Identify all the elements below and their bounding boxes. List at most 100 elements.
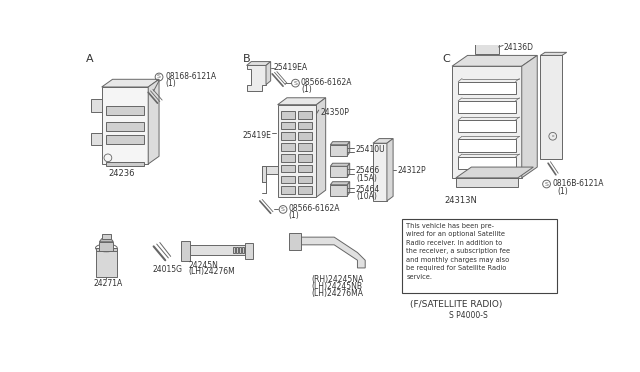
Polygon shape <box>262 166 266 182</box>
Text: 24015G: 24015G <box>152 265 182 274</box>
Polygon shape <box>452 55 537 66</box>
Text: (F/SATELLITE RADIO): (F/SATELLITE RADIO) <box>410 300 502 309</box>
FancyBboxPatch shape <box>298 111 312 119</box>
Polygon shape <box>348 142 349 155</box>
Polygon shape <box>184 245 246 255</box>
Text: 24313N: 24313N <box>444 196 477 205</box>
Polygon shape <box>348 182 349 196</box>
Text: 25410U: 25410U <box>356 145 385 154</box>
FancyBboxPatch shape <box>476 43 499 54</box>
Polygon shape <box>95 248 117 251</box>
FancyBboxPatch shape <box>233 247 235 253</box>
FancyBboxPatch shape <box>236 247 238 253</box>
FancyBboxPatch shape <box>180 241 190 261</box>
FancyBboxPatch shape <box>540 55 562 159</box>
FancyBboxPatch shape <box>245 247 248 253</box>
FancyBboxPatch shape <box>458 157 516 169</box>
Text: 24236: 24236 <box>108 169 134 177</box>
FancyBboxPatch shape <box>242 247 244 253</box>
Polygon shape <box>330 166 348 177</box>
Text: A: A <box>86 54 94 64</box>
FancyBboxPatch shape <box>458 81 516 94</box>
FancyBboxPatch shape <box>106 162 145 166</box>
Polygon shape <box>296 237 365 268</box>
Polygon shape <box>266 62 271 85</box>
FancyBboxPatch shape <box>298 122 312 129</box>
FancyBboxPatch shape <box>373 143 387 201</box>
Polygon shape <box>99 239 113 242</box>
FancyBboxPatch shape <box>281 111 294 119</box>
Text: (1): (1) <box>301 85 312 94</box>
Text: (LH)24276MA: (LH)24276MA <box>311 289 363 298</box>
Text: (1): (1) <box>557 187 568 196</box>
FancyBboxPatch shape <box>239 247 241 253</box>
FancyBboxPatch shape <box>403 219 557 293</box>
FancyBboxPatch shape <box>298 186 312 194</box>
FancyBboxPatch shape <box>458 101 516 113</box>
Text: (15A): (15A) <box>356 174 377 183</box>
Polygon shape <box>476 39 503 43</box>
Text: 24312P: 24312P <box>397 166 426 175</box>
Text: 24245N: 24245N <box>189 261 218 270</box>
Text: S: S <box>157 74 161 80</box>
Polygon shape <box>540 52 566 55</box>
Text: (1): (1) <box>165 78 176 87</box>
Polygon shape <box>330 182 349 185</box>
Polygon shape <box>246 62 271 65</box>
FancyBboxPatch shape <box>106 122 145 131</box>
Polygon shape <box>262 166 278 182</box>
FancyBboxPatch shape <box>281 154 294 162</box>
Polygon shape <box>330 142 349 145</box>
Polygon shape <box>102 79 159 87</box>
Polygon shape <box>330 185 348 196</box>
FancyBboxPatch shape <box>278 105 316 197</box>
FancyBboxPatch shape <box>458 120 516 132</box>
Text: (LH)24245NB: (LH)24245NB <box>311 282 362 291</box>
Polygon shape <box>278 98 326 105</box>
Text: (RH)24245NA: (RH)24245NA <box>311 275 364 284</box>
FancyBboxPatch shape <box>298 132 312 140</box>
FancyBboxPatch shape <box>102 234 111 240</box>
Polygon shape <box>373 139 393 143</box>
Text: S: S <box>545 182 548 186</box>
Text: C: C <box>443 54 451 64</box>
FancyBboxPatch shape <box>106 106 145 115</box>
Polygon shape <box>522 55 537 178</box>
Polygon shape <box>316 98 326 197</box>
FancyBboxPatch shape <box>102 87 148 164</box>
Polygon shape <box>246 65 266 91</box>
FancyBboxPatch shape <box>281 132 294 140</box>
Text: S: S <box>294 81 298 86</box>
Text: 08168-6121A: 08168-6121A <box>165 71 216 81</box>
FancyBboxPatch shape <box>245 243 253 259</box>
Text: (1): (1) <box>289 211 300 220</box>
Text: 25419E: 25419E <box>243 131 271 140</box>
FancyBboxPatch shape <box>298 154 312 162</box>
FancyBboxPatch shape <box>106 135 145 144</box>
Polygon shape <box>456 167 533 178</box>
FancyBboxPatch shape <box>458 140 516 152</box>
Polygon shape <box>348 163 349 177</box>
Text: B: B <box>243 54 250 64</box>
Text: 25466: 25466 <box>356 166 380 175</box>
FancyBboxPatch shape <box>289 233 301 250</box>
FancyBboxPatch shape <box>456 178 518 187</box>
Text: 08566-6162A: 08566-6162A <box>289 204 340 213</box>
FancyBboxPatch shape <box>99 242 113 251</box>
Polygon shape <box>330 163 349 166</box>
Text: o: o <box>552 134 554 138</box>
FancyBboxPatch shape <box>281 186 294 194</box>
Text: 25464: 25464 <box>356 185 380 194</box>
FancyBboxPatch shape <box>281 176 294 183</box>
Text: (LH)24276M: (LH)24276M <box>189 267 236 276</box>
Polygon shape <box>91 133 102 145</box>
FancyBboxPatch shape <box>298 176 312 183</box>
FancyBboxPatch shape <box>298 165 312 173</box>
FancyBboxPatch shape <box>95 248 117 277</box>
FancyBboxPatch shape <box>452 66 522 178</box>
Text: S: S <box>281 207 285 212</box>
Text: 24271A: 24271A <box>94 279 123 288</box>
Text: 24350P: 24350P <box>320 108 349 117</box>
Text: 25419EA: 25419EA <box>274 63 308 72</box>
Polygon shape <box>148 79 159 164</box>
